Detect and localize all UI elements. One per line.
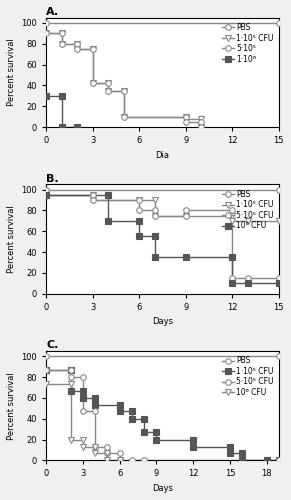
Y-axis label: Percent survival: Percent survival [7, 372, 16, 440]
Y-axis label: Percent survival: Percent survival [7, 205, 16, 273]
X-axis label: Dia: Dia [156, 150, 170, 160]
Legend: PBS, 1·10⁵ CFU, 5·10⁵ CFU, 10⁶ CFU: PBS, 1·10⁵ CFU, 5·10⁵ CFU, 10⁶ CFU [221, 355, 275, 399]
Legend: PBS, 1·10⁵ CFU, 5·10⁵ CFU, 10⁶ CFU: PBS, 1·10⁵ CFU, 5·10⁵ CFU, 10⁶ CFU [221, 188, 275, 232]
X-axis label: Days: Days [152, 484, 173, 493]
Text: C.: C. [46, 340, 59, 350]
Text: B.: B. [46, 174, 59, 184]
X-axis label: Days: Days [152, 318, 173, 326]
Legend: PBS, 1·10⁵ CFU, 5·10⁵, 1·10⁶: PBS, 1·10⁵ CFU, 5·10⁵, 1·10⁶ [221, 22, 275, 65]
Y-axis label: Percent survival: Percent survival [7, 38, 16, 106]
Text: A.: A. [46, 7, 59, 17]
